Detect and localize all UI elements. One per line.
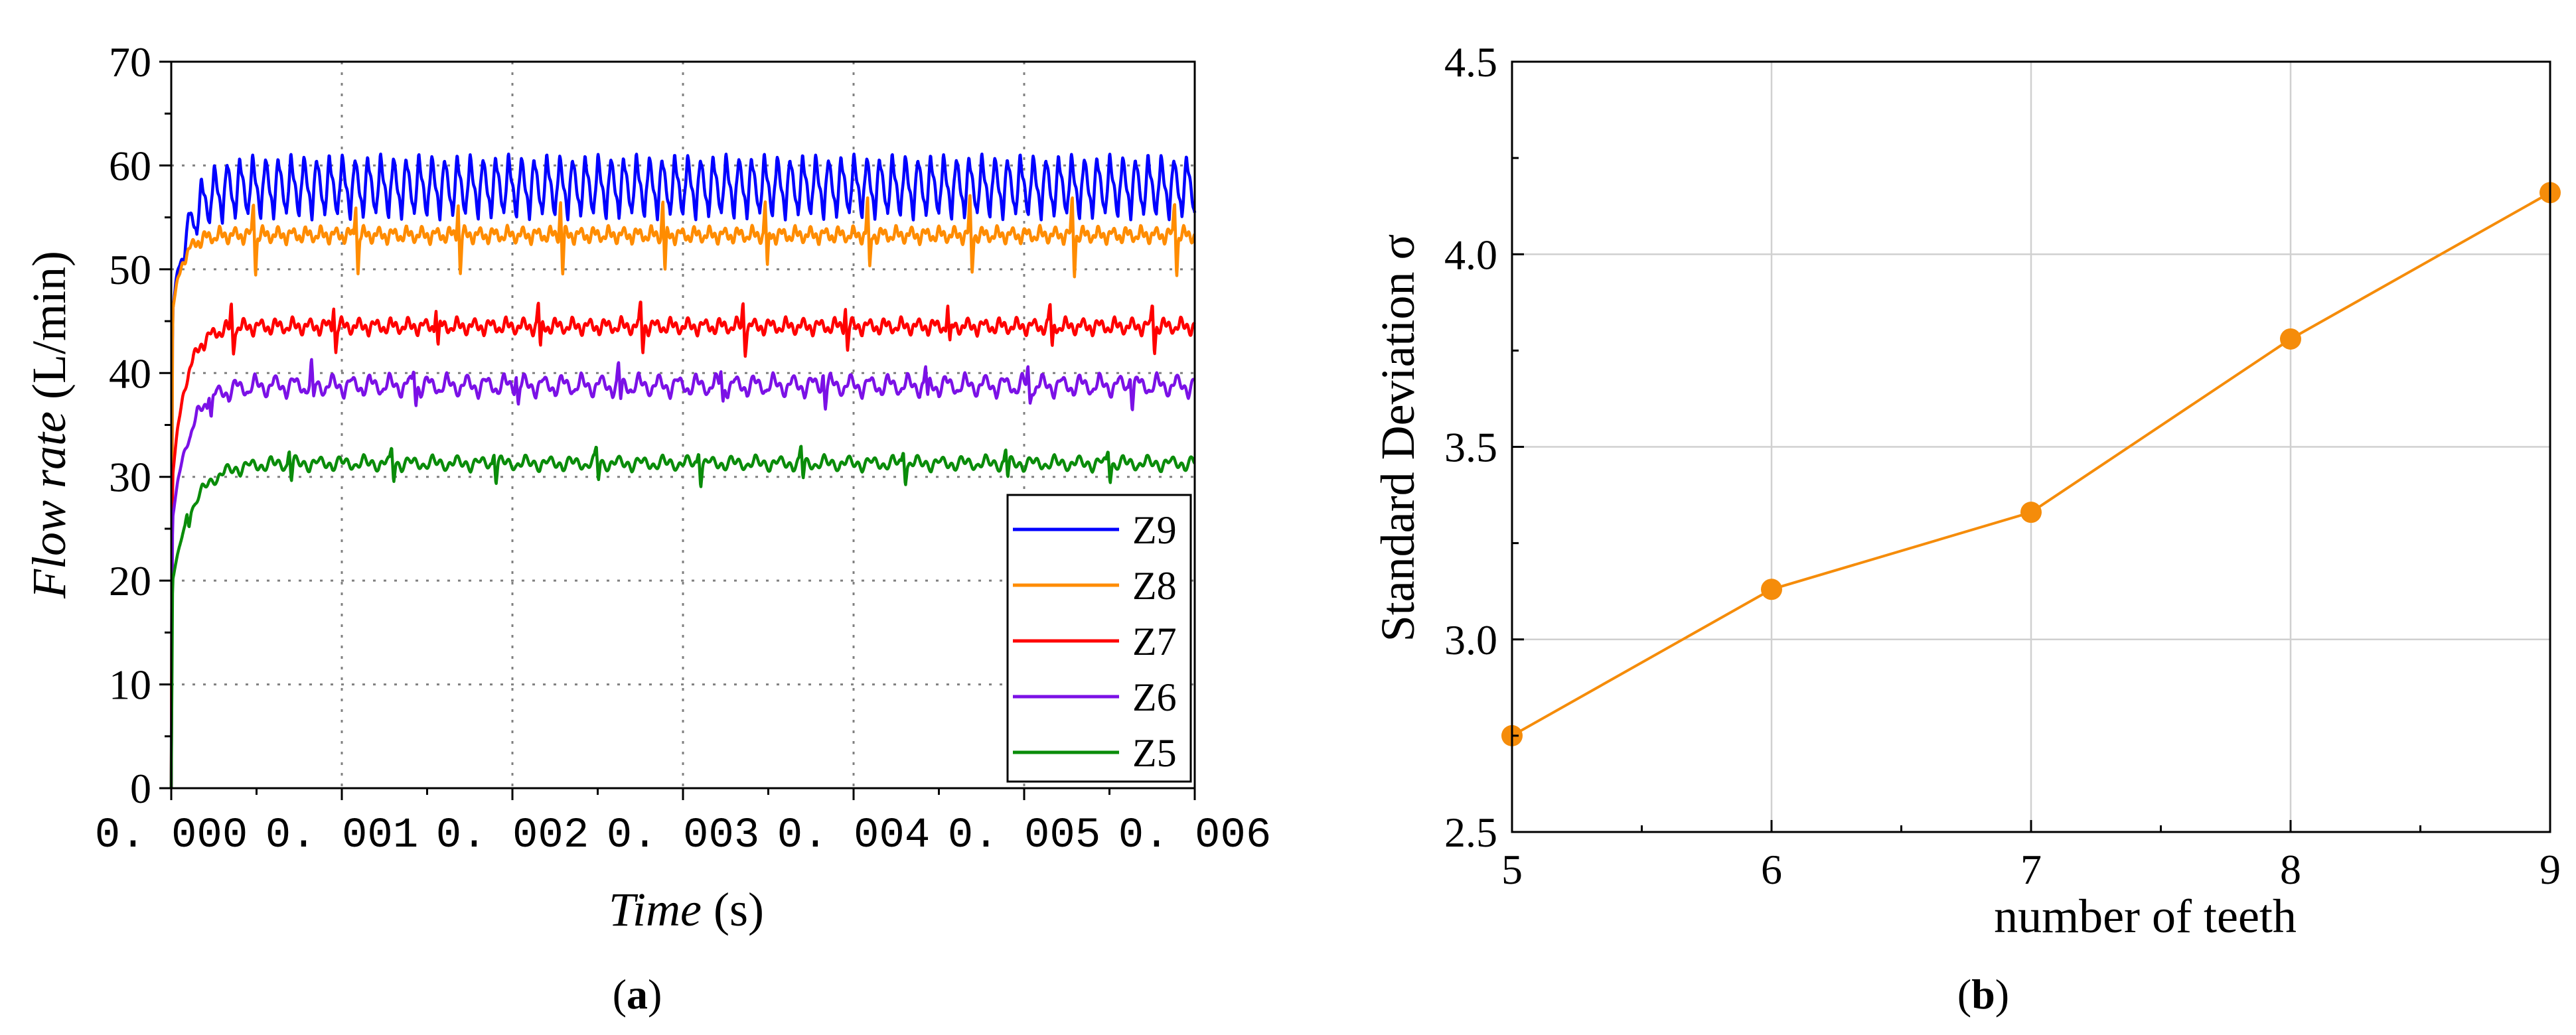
panel-a-y-tick-label: 10: [109, 661, 151, 709]
panel-a-series-z5: [169, 445, 1196, 789]
panel-a-x-tick-label: 0. 001: [265, 812, 418, 860]
panel-a-x-axis-label-italic: Time: [609, 883, 702, 936]
panel-b-caption: (b): [1957, 971, 2009, 1018]
panel-a-y-tick-label: 70: [109, 38, 151, 86]
panel-a-x-axis-label: Time (s): [609, 883, 764, 936]
panel-a-legend-label-z5: Z5: [1132, 731, 1177, 775]
panel-b-caption-close: ): [1995, 971, 2009, 1018]
panel-b-x-axis-label: number of teeth: [1994, 890, 2297, 943]
panel-a-ticks: [159, 60, 1196, 800]
panel-a-y-tick-label: 40: [109, 350, 151, 397]
panel-b-y-tick-label: 4.0: [1444, 231, 1497, 278]
panel-a-y-axis-label-italic: Flow rate: [23, 411, 76, 599]
panel-b-caption-letter: b: [1971, 971, 1995, 1018]
panel-a-x-axis-label-unit: (s): [702, 883, 764, 936]
panel-a-caption: (a): [613, 971, 662, 1018]
panel-a-x-tick-label: 0. 004: [777, 812, 930, 860]
panel-a-x-tick-label: 0. 005: [948, 812, 1100, 860]
panel-b-y-tick-label: 4.5: [1444, 38, 1497, 86]
panel-b-tick-labels: 5 6 7 8 9 2.5 3.0 3.5 4.0 4.5: [1444, 38, 2561, 893]
panel-a-legend-label-z8: Z8: [1132, 564, 1177, 608]
panel-a-series-z6: [169, 358, 1196, 789]
panel-a-legend-label-z7: Z7: [1132, 620, 1177, 663]
panel-a-y-tick-label: 0: [130, 765, 151, 812]
panel-a-tick-labels: 0. 000 0. 001 0. 002 0. 003 0. 004 0. 005 0. 0…: [95, 38, 1271, 860]
panel-b-x-tick-label: 7: [2020, 846, 2042, 893]
panel-a-series: [169, 152, 1197, 789]
panel-a-y-axis-label: Flow rate (L/min): [23, 251, 76, 599]
panel-b-y-tick-label: 2.5: [1444, 809, 1497, 856]
panel-a-legend-label-z9: Z9: [1132, 508, 1177, 552]
panel-a-legend: Z9 Z8 Z7 Z6 Z5: [1006, 494, 1192, 783]
panel-b-y-tick-label: 3.0: [1444, 616, 1497, 663]
panel-a-caption-letter: a: [627, 971, 648, 1018]
panel-a-caption-close: ): [648, 971, 662, 1018]
panel-b-point: [2280, 328, 2301, 350]
panel-b-x-tick-label: 9: [2539, 846, 2561, 893]
panel-a-y-tick-label: 60: [109, 142, 151, 189]
panel-b-x-tick-label: 8: [2280, 846, 2301, 893]
panel-a-x-tick-label: 0. 002: [436, 812, 589, 860]
panel-a-legend-box: [1006, 494, 1192, 783]
panel-b-x-tick-label: 5: [1501, 846, 1523, 893]
panel-a-series-z9: [169, 152, 1197, 789]
panel-a-legend-label-z6: Z6: [1132, 675, 1177, 719]
panel-a-x-tick-label: 0. 000: [95, 812, 248, 860]
panel-b-point: [1761, 579, 1782, 600]
panel-a: 0. 000 0. 001 0. 002 0. 003 0. 004 0. 005 0. 0…: [23, 38, 1271, 1018]
panel-b-caption-open: (: [1957, 971, 1971, 1018]
panel-a-caption-open: (: [613, 971, 627, 1018]
panel-a-x-tick-label: 0. 003: [607, 812, 759, 860]
panel-b-y-axis-label: Standard Deviation σ: [1371, 234, 1424, 642]
panel-b-y-tick-label: 3.5: [1444, 424, 1497, 471]
panel-a-y-tick-label: 20: [109, 557, 151, 604]
panel-a-x-tick-label: 0. 006: [1118, 812, 1271, 860]
panel-a-y-tick-label: 50: [109, 246, 151, 293]
panel-a-y-tick-label: 30: [109, 454, 151, 501]
panel-b: 5 6 7 8 9 2.5 3.0 3.5 4.0 4.5 number of teeth Sta…: [1371, 38, 2561, 1018]
panel-b-point: [2020, 502, 2042, 523]
panel-b-ticks: [1511, 60, 2551, 833]
panel-a-series-z8: [169, 194, 1196, 789]
panel-a-series-z7: [169, 301, 1196, 789]
panel-b-x-tick-label: 6: [1761, 846, 1782, 893]
panel-a-y-axis-label-unit: (L/min): [23, 251, 76, 411]
